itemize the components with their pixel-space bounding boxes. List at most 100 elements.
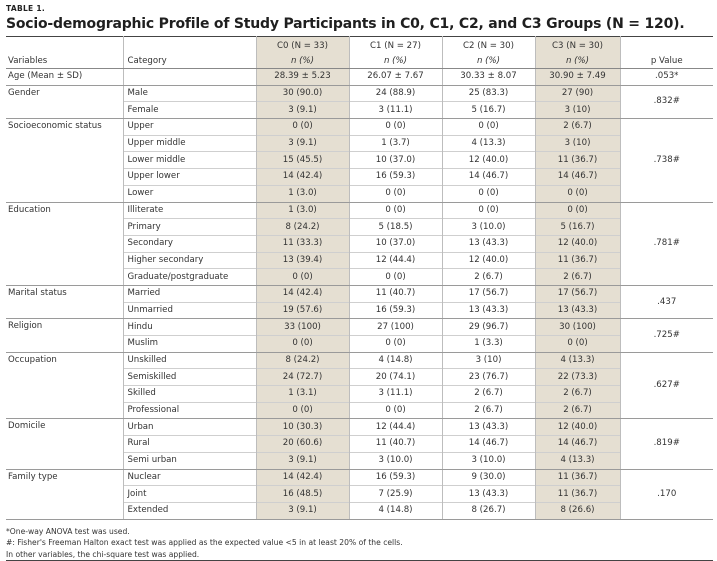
table-row: Lower 1 (3.0) 0 (0) 0 (0) 0 (0) — [6, 184, 713, 203]
footnotes: *One-way ANOVA test was used. #: Fisher'… — [6, 526, 713, 561]
value-cell-c0: 14 (42.4) — [255, 469, 349, 486]
category-cell: Professional — [122, 401, 256, 420]
value-cell-c2: 3 (10.0) — [441, 218, 535, 236]
value-cell-c2: 1 (3.3) — [441, 335, 535, 353]
category-cell: Unskilled — [122, 352, 256, 369]
table-row: Joint 16 (48.5) 7 (25.9) 13 (43.3) 11 (36.7) — [6, 485, 713, 503]
value-cell-c1: 16 (59.3) — [348, 301, 442, 320]
value-cell-c2: 0 (0) — [441, 118, 535, 136]
value-cell-c3: 12 (40.0) — [534, 418, 620, 436]
value-cell-c2: 13 (43.3) — [441, 418, 535, 436]
value-cell-c2: 2 (6.7) — [441, 385, 535, 403]
table-row: Upper lower 14 (42.4) 16 (59.3) 14 (46.7) 14… — [6, 168, 713, 186]
value-cell-c2: 14 (46.7) — [441, 168, 535, 186]
variable-name: Religion — [6, 318, 123, 353]
value-cell-c2: 0 (0) — [441, 202, 535, 219]
header-row-1: C0 (N = 33) C1 (N = 27) C2 (N = 30) C3 (… — [6, 36, 713, 53]
p-value-cell: .627# — [619, 352, 713, 420]
value-cell-c0: 14 (42.4) — [255, 168, 349, 186]
value-cell-c1: 7 (25.9) — [348, 485, 442, 503]
value-cell-c2: 17 (56.7) — [441, 285, 535, 303]
category-cell: Semi urban — [122, 451, 256, 470]
table-row: Age (Mean ± SD) 28.39 ± 5.23 26.07 ± 7.67 3… — [6, 68, 713, 86]
category-cell: Upper lower — [122, 168, 256, 186]
category-cell: Urban — [122, 418, 256, 436]
header-c3-n: n (%) — [534, 53, 620, 69]
category-cell: Unmarried — [122, 301, 256, 320]
table-row: Domicile Urban 10 (30.3) 12 (44.4) 13 (43.3)… — [6, 418, 713, 470]
table-row: Socioeconomic status Upper 0 (0) 0 (0) 0 (0)… — [6, 118, 713, 203]
footnote-fisher: #: Fisher's Freeman Halton exact test wa… — [6, 538, 403, 548]
header-category: Category — [122, 53, 256, 69]
value-cell-c1: 12 (44.4) — [348, 418, 442, 436]
value-cell-c2: 0 (0) — [441, 184, 535, 203]
category-cell: Extended — [122, 501, 256, 520]
value-cell-c1: 11 (40.7) — [348, 285, 442, 303]
value-cell-c0: 10 (30.3) — [255, 418, 349, 436]
value-cell-c1: 20 (74.1) — [348, 368, 442, 386]
value-cell-c3: 3 (10) — [534, 101, 620, 120]
table-row: Extended 3 (9.1) 4 (14.8) 8 (26.7) 8 (26.6) — [6, 501, 713, 520]
header-c2: C2 (N = 30) — [441, 36, 535, 53]
value-cell-c2: 13 (43.3) — [441, 234, 535, 253]
table-row: Semi urban 3 (9.1) 3 (10.0) 3 (10.0) 4 (13.3… — [6, 451, 713, 470]
value-cell-c0: 11 (33.3) — [255, 234, 349, 253]
table-row: Lower middle 15 (45.5) 10 (37.0) 12 (40.0) 1… — [6, 151, 713, 169]
variable-name: Domicile — [6, 418, 123, 470]
category-cell: Male — [122, 85, 256, 102]
value-cell-c1: 0 (0) — [348, 401, 442, 420]
table-row: Female 3 (9.1) 3 (11.1) 5 (16.7) 3 (10) — [6, 101, 713, 120]
value-cell-c3: 2 (6.7) — [534, 118, 620, 136]
value-cell-c2: 8 (26.7) — [441, 501, 535, 520]
variable-name: Gender — [6, 85, 123, 120]
demographics-table: C0 (N = 33) C1 (N = 27) C2 (N = 30) C3 (… — [6, 36, 713, 520]
value-cell-c0: 28.39 ± 5.23 — [255, 68, 349, 86]
value-cell-c0: 0 (0) — [255, 335, 349, 353]
variable-name: Education — [6, 202, 123, 286]
table-row: Upper middle 3 (9.1) 1 (3.7) 4 (13.3) 3 (10) — [6, 134, 713, 152]
value-cell-c3: 27 (90) — [534, 85, 620, 102]
table-row: Marital status Married 14 (42.4) 11 (40.7) 1… — [6, 285, 713, 320]
value-cell-c3: 17 (56.7) — [534, 285, 620, 303]
value-cell-c1: 3 (10.0) — [348, 451, 442, 470]
category-cell: Hindu — [122, 318, 256, 336]
value-cell-c2: 12 (40.0) — [441, 251, 535, 269]
footnote-anova: *One-way ANOVA test was used. — [6, 526, 130, 536]
p-value-cell: .725# — [619, 318, 713, 353]
value-cell-c2: 23 (76.7) — [441, 368, 535, 386]
value-cell-c0: 19 (57.6) — [255, 301, 349, 320]
value-cell-c3: 8 (26.6) — [534, 501, 620, 520]
category-cell: Upper — [122, 118, 256, 136]
value-cell-c2: 5 (16.7) — [441, 101, 535, 120]
value-cell-c3: 0 (0) — [534, 335, 620, 353]
value-cell-c2: 13 (43.3) — [441, 301, 535, 320]
variable-name: Marital status — [6, 285, 123, 320]
value-cell-c0: 3 (9.1) — [255, 501, 349, 520]
header-c0-n: n (%) — [255, 53, 349, 69]
value-cell-c1: 26.07 ± 7.67 — [348, 68, 442, 86]
table-title: Socio-demographic Profile of Study Parti… — [6, 16, 685, 32]
value-cell-c3: 11 (36.7) — [534, 469, 620, 486]
category-cell: Primary — [122, 218, 256, 236]
value-cell-c1: 16 (59.3) — [348, 168, 442, 186]
value-cell-c0: 3 (9.1) — [255, 134, 349, 152]
value-cell-c0: 1 (3.0) — [255, 184, 349, 203]
value-cell-c1: 0 (0) — [348, 118, 442, 136]
table-row: Semiskilled 24 (72.7) 20 (74.1) 23 (76.7) 22… — [6, 368, 713, 386]
value-cell-c2: 3 (10.0) — [441, 451, 535, 470]
value-cell-c3: 22 (73.3) — [534, 368, 620, 386]
document: TABLE 1. Socio-demographic Profile of St… — [6, 4, 713, 561]
table-row: Professional 0 (0) 0 (0) 2 (6.7) 2 (6.7) — [6, 401, 713, 420]
value-cell-c1: 16 (59.3) — [348, 469, 442, 486]
category-cell: Secondary — [122, 234, 256, 253]
table-row: Education Illiterate 1 (3.0) 0 (0) 0 (0) 0 (0… — [6, 202, 713, 286]
table-row: Higher secondary 13 (39.4) 12 (44.4) 12 (40… — [6, 251, 713, 269]
value-cell-c2: 30.33 ± 8.07 — [441, 68, 535, 86]
variable-name: Age (Mean ± SD) — [6, 68, 123, 86]
value-cell-c1: 0 (0) — [348, 268, 442, 286]
value-cell-c0: 1 (3.1) — [255, 385, 349, 403]
header-variables: Variables — [6, 53, 123, 69]
category-cell: Graduate/postgraduate — [122, 268, 256, 286]
value-cell-c1: 1 (3.7) — [348, 134, 442, 152]
value-cell-c0: 8 (24.2) — [255, 352, 349, 369]
